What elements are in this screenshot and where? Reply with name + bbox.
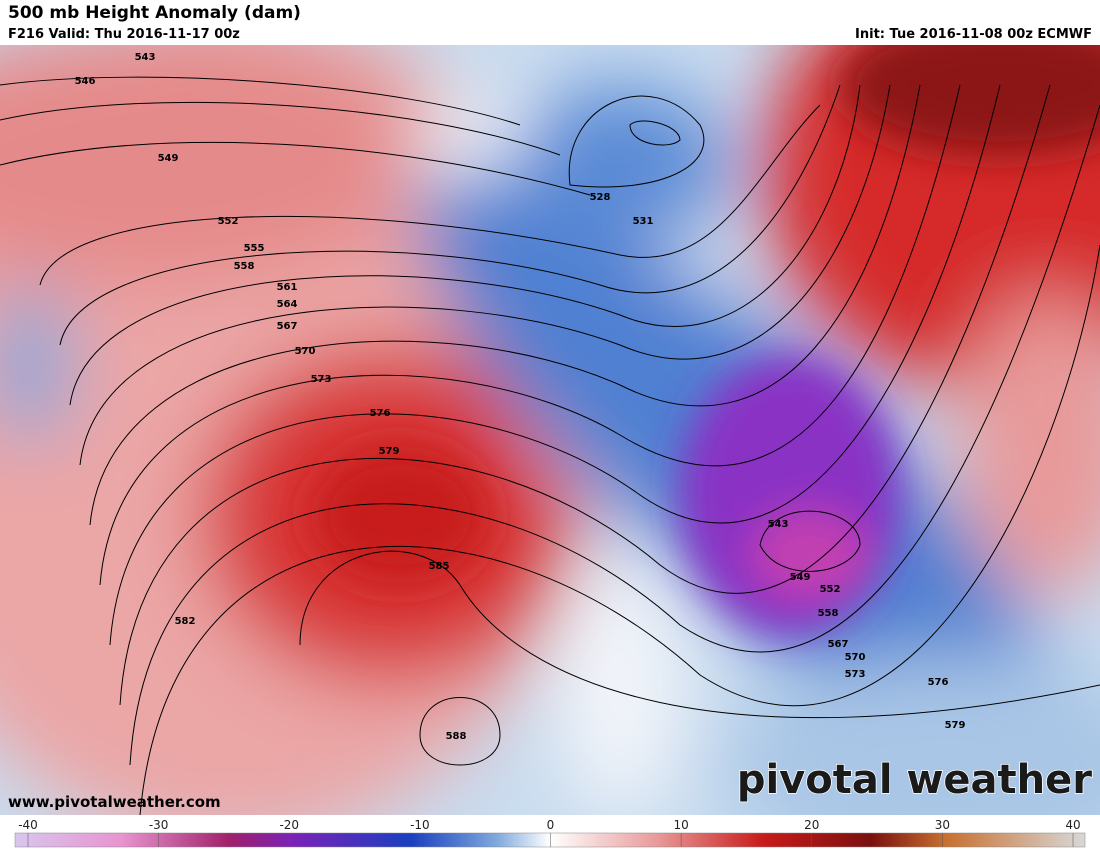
contour-label: 579	[379, 446, 400, 457]
anomaly-field	[0, 45, 1100, 815]
contour-label: 567	[277, 321, 298, 332]
colorbar-tick-label: -40	[18, 818, 38, 832]
contour-label: 564	[277, 299, 298, 310]
colorbar-tick-label: 0	[547, 818, 555, 832]
contour-label: 555	[244, 243, 265, 254]
contour-label: 528	[590, 192, 611, 203]
contour-label: 531	[633, 216, 654, 227]
colorbar-tick-label: 40	[1065, 818, 1080, 832]
colorbar-tick-label: -10	[410, 818, 430, 832]
map: 543 546 549 552 555 558 561 564 567 570 573 576 579 5…	[0, 45, 1100, 815]
contour-label: 573	[311, 374, 332, 385]
contour-label: 558	[234, 261, 255, 272]
contour-label: 570	[295, 346, 316, 357]
contour-label: 543	[135, 52, 156, 63]
colorbar-tick-label: 10	[673, 818, 688, 832]
contour-labels: 543 546 549 552 555 558 561 564 567 570 573 576 579 5…	[75, 52, 966, 742]
colorbar-tick-label: 30	[935, 818, 950, 832]
contour-label: 588	[446, 731, 467, 742]
contour-label: 585	[429, 561, 450, 572]
contour-label: 570	[845, 652, 866, 663]
contour-label: 546	[75, 76, 96, 87]
brand-logo: pivotal weather	[737, 757, 1092, 803]
contour-label: 573	[845, 669, 866, 680]
colorbar: -40 -30 -20 -10 0 10 20 30 40	[14, 818, 1086, 848]
colorbar-tick-label: 20	[804, 818, 819, 832]
contour-label: 576	[928, 677, 949, 688]
contour-label: 582	[175, 616, 196, 627]
contour-label: 549	[158, 153, 179, 164]
watermark: www.pivotalweather.com	[8, 793, 221, 811]
contour-label: 552	[820, 584, 841, 595]
contour-label: 558	[818, 608, 839, 619]
contour-label: 552	[218, 216, 239, 227]
contours	[0, 76, 1100, 815]
init-time: Init: Tue 2016-11-08 00z ECMWF	[855, 27, 1092, 42]
contour-label: 549	[790, 572, 811, 583]
colorbar-tick-label: -30	[149, 818, 169, 832]
contour-label: 567	[828, 639, 849, 650]
contour-label: 576	[370, 408, 391, 419]
contour-label: 561	[277, 282, 298, 293]
contour-label: 579	[945, 720, 966, 731]
map-title: 500 mb Height Anomaly (dam)	[8, 3, 301, 23]
valid-time: F216 Valid: Thu 2016-11-17 00z	[8, 27, 240, 42]
colorbar-tick-label: -20	[279, 818, 299, 832]
contour-label: 543	[768, 519, 789, 530]
